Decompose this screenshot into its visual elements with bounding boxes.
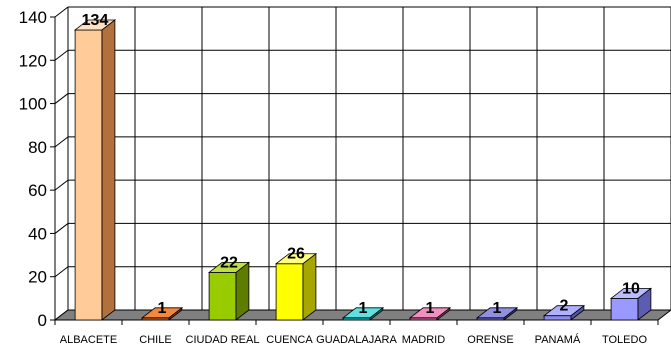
bar	[208, 271, 237, 321]
data-label: 10	[622, 280, 640, 297]
x-tick-label: ALBACETE	[60, 334, 117, 346]
x-tick-label: CUENCA	[266, 334, 313, 346]
bar-top	[140, 307, 184, 319]
side-gridline	[54, 6, 69, 18]
bar-side	[302, 252, 317, 321]
bar-top	[475, 307, 519, 319]
bar-top	[274, 253, 318, 265]
x-tick-label: PANAMÁ	[535, 333, 581, 346]
bar-top	[542, 305, 586, 317]
data-label: 1	[158, 300, 167, 317]
y-tick-label: 120	[19, 51, 47, 70]
data-label: 26	[287, 246, 305, 263]
x-tick-label: ORENSE	[467, 334, 513, 346]
x-tick-label: GUADALAJARA	[316, 334, 397, 346]
side-gridline	[54, 136, 69, 148]
bar	[610, 297, 639, 321]
y-tick-label: 0	[38, 311, 47, 330]
x-tick-label: CHILE	[139, 334, 171, 346]
y-tick-label: 80	[28, 138, 47, 157]
side-gridline	[54, 223, 69, 234]
side-gridline	[54, 266, 69, 278]
y-tick-label: 140	[19, 8, 47, 27]
data-label: 1	[359, 300, 368, 317]
x-tick-label: TOLEDO	[602, 334, 647, 346]
bar-top	[341, 307, 385, 319]
bar-top	[609, 287, 653, 299]
side-gridline	[54, 93, 69, 104]
bar	[543, 315, 572, 321]
y-tick-label: 100	[19, 95, 47, 114]
x-tick-label: CIUDAD REAL	[186, 334, 260, 346]
y-tick-label: 60	[28, 181, 47, 200]
data-label: 1	[426, 300, 435, 317]
y-tick-label: 40	[28, 224, 47, 243]
data-label: 134	[82, 12, 109, 29]
data-label: 2	[560, 298, 569, 315]
bar	[275, 263, 304, 321]
x-tick-label: MADRID	[402, 334, 445, 346]
y-tick-label: 20	[28, 268, 47, 287]
bar-top	[207, 261, 251, 273]
side-gridline	[54, 49, 69, 61]
bar-side	[101, 19, 116, 321]
data-label: 22	[220, 254, 238, 271]
data-label: 1	[493, 300, 502, 317]
bar-top	[73, 19, 117, 31]
bar	[74, 29, 103, 321]
side-gridline	[54, 179, 69, 191]
bar-top	[408, 307, 452, 319]
